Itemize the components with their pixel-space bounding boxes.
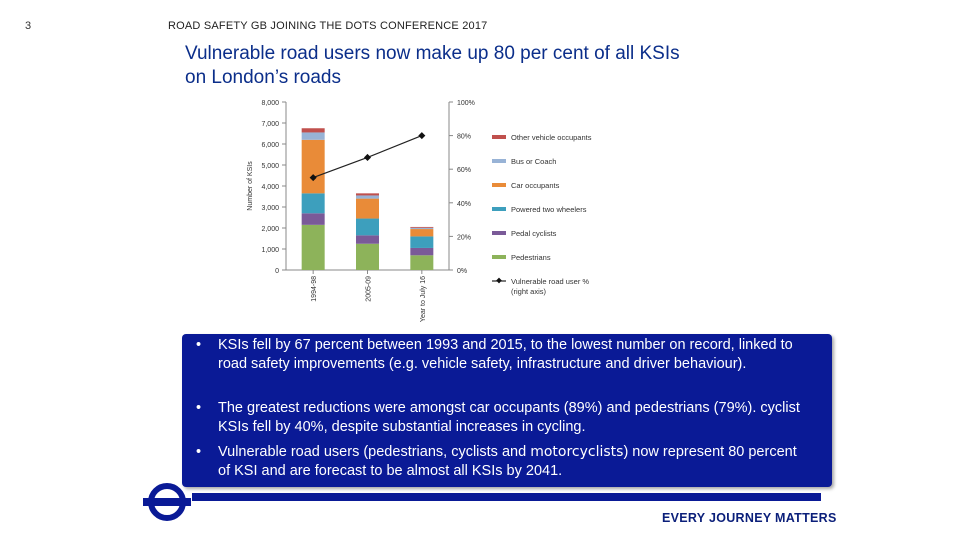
bar-segment — [301, 224, 325, 270]
line-marker — [363, 153, 372, 161]
y2-tick-label: 0% — [457, 268, 467, 275]
y2-tick-label: 20% — [457, 234, 471, 241]
bar-segment — [356, 235, 379, 244]
bullet-text: Vulnerable road users (pedestrians, cycl… — [218, 443, 808, 481]
bar-segment — [410, 226, 434, 228]
bar-segment — [356, 193, 379, 196]
y-tick-label: 7,000 — [261, 121, 279, 128]
ksi-stacked-bar-chart: 0 1,000 2,000 3,000 4,000 5,000 6,000 7,000 8,00… — [247, 100, 592, 322]
legend-label: Powered two wheelers — [511, 205, 587, 214]
bar-segment — [301, 193, 325, 214]
key-findings-box: • KSIs fell by 67 percent between 1993 a… — [182, 334, 832, 487]
legend-label: Car occupants — [511, 181, 560, 190]
legend-swatch — [492, 231, 506, 235]
bullet-text: The greatest reductions were amongst car… — [218, 400, 800, 435]
bullet-text: KSIs fell by 67 percent between 1993 and… — [218, 337, 793, 372]
bar-segment — [410, 236, 434, 248]
x-tick-label: 2005-09 — [366, 276, 373, 302]
bar-segment — [410, 229, 434, 237]
bar-segment — [410, 247, 434, 256]
x-tick-label: Year to July 16 — [420, 276, 427, 322]
bar-segment — [410, 227, 434, 230]
line-marker — [418, 132, 426, 140]
bullet-dot: • — [196, 444, 202, 460]
bullet-emphasis: motorcyclists — [530, 444, 624, 460]
footer-tagline: EVERY JOURNEY MATTERS — [662, 511, 837, 525]
legend-label-note: (right axis) — [511, 287, 547, 296]
bullet-text-part: ) now represent 80 percent of KSI and ar… — [218, 444, 797, 479]
slide-number: 3 — [25, 20, 32, 32]
bar-segment — [356, 218, 379, 236]
slide-title: Vulnerable road users now make up 80 per… — [185, 42, 805, 90]
tfl-roundel-icon — [143, 483, 191, 521]
bar-segment — [301, 213, 325, 225]
bar-segment — [301, 128, 325, 133]
legend-line-marker — [496, 277, 502, 284]
y-tick-label: 2,000 — [261, 226, 279, 233]
bar-segment — [410, 255, 434, 270]
x-tick-label: 1994-98 — [311, 276, 318, 302]
y2-tick-label: 60% — [457, 167, 471, 174]
y-tick-label: 5,000 — [261, 163, 279, 170]
slide-title-line-1: Vulnerable road users now make up 80 per… — [185, 43, 680, 64]
bar-segment — [356, 195, 379, 199]
footer-bar — [192, 493, 821, 501]
bar-segment — [301, 132, 325, 140]
y-axis-label: Number of KSIs — [247, 161, 254, 211]
y2-tick-label: 100% — [457, 100, 475, 107]
legend-label: Bus or Coach — [511, 157, 556, 166]
bar-segment — [301, 139, 325, 194]
line-marker — [309, 174, 317, 182]
legend-swatch — [492, 159, 506, 163]
y-tick-label: 4,000 — [261, 184, 279, 191]
slide-title-line-2: on London’s roads — [185, 67, 341, 88]
legend-swatch — [492, 255, 506, 259]
legend-label: Pedestrians — [511, 253, 551, 262]
y2-tick-label: 80% — [457, 134, 471, 141]
y-tick-label: 0 — [275, 268, 279, 275]
y2-tick-label: 40% — [457, 201, 471, 208]
bullet-dot: • — [196, 400, 202, 416]
y-tick-label: 8,000 — [261, 100, 279, 107]
y-tick-label: 3,000 — [261, 205, 279, 212]
bullet-text-part: Vulnerable road users (pedestrians, cycl… — [218, 444, 531, 460]
y-tick-label: 6,000 — [261, 142, 279, 149]
legend-swatch — [492, 183, 506, 187]
bar-segment — [356, 198, 379, 219]
conference-header: ROAD SAFETY GB JOINING THE DOTS CONFEREN… — [168, 20, 488, 32]
legend-swatch — [492, 207, 506, 211]
y-tick-label: 1,000 — [261, 247, 279, 254]
legend-label: Vulnerable road user % — [511, 277, 589, 286]
legend-swatch — [492, 135, 506, 139]
bullet-dot: • — [196, 337, 202, 353]
legend-label: Pedal cyclists — [511, 229, 557, 238]
bar-segment — [356, 243, 379, 270]
legend-label: Other vehicle occupants — [511, 133, 592, 142]
